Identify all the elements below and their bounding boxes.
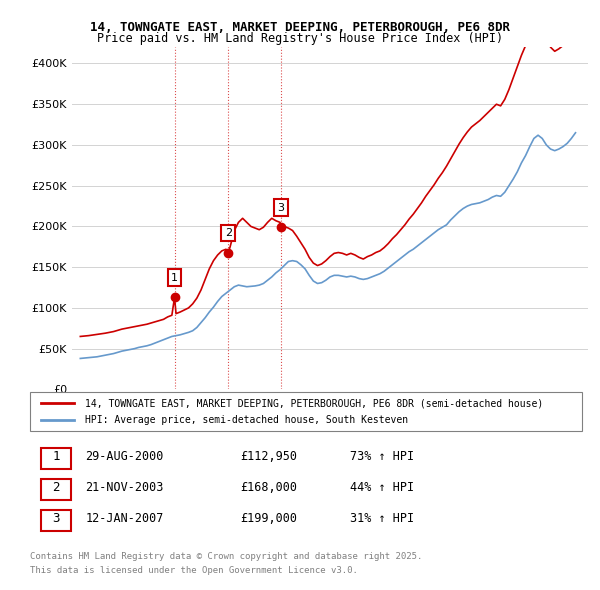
Text: 3: 3 bbox=[52, 512, 60, 525]
Text: 1: 1 bbox=[171, 273, 178, 283]
FancyBboxPatch shape bbox=[41, 510, 71, 531]
Text: 44% ↑ HPI: 44% ↑ HPI bbox=[350, 481, 414, 494]
Text: 21-NOV-2003: 21-NOV-2003 bbox=[85, 481, 164, 494]
Text: 73% ↑ HPI: 73% ↑ HPI bbox=[350, 450, 414, 463]
Text: Price paid vs. HM Land Registry's House Price Index (HPI): Price paid vs. HM Land Registry's House … bbox=[97, 32, 503, 45]
FancyBboxPatch shape bbox=[41, 448, 71, 468]
FancyBboxPatch shape bbox=[30, 392, 582, 431]
Text: 2: 2 bbox=[225, 228, 232, 238]
Text: £199,000: £199,000 bbox=[240, 512, 297, 525]
FancyBboxPatch shape bbox=[41, 479, 71, 500]
Text: 12-JAN-2007: 12-JAN-2007 bbox=[85, 512, 164, 525]
Text: £168,000: £168,000 bbox=[240, 481, 297, 494]
Text: 14, TOWNGATE EAST, MARKET DEEPING, PETERBOROUGH, PE6 8DR: 14, TOWNGATE EAST, MARKET DEEPING, PETER… bbox=[90, 21, 510, 34]
Text: 1: 1 bbox=[52, 450, 60, 463]
Text: 3: 3 bbox=[277, 202, 284, 212]
Text: 29-AUG-2000: 29-AUG-2000 bbox=[85, 450, 164, 463]
Text: 2: 2 bbox=[52, 481, 60, 494]
Text: Contains HM Land Registry data © Crown copyright and database right 2025.: Contains HM Land Registry data © Crown c… bbox=[30, 552, 422, 560]
Text: 31% ↑ HPI: 31% ↑ HPI bbox=[350, 512, 414, 525]
Text: HPI: Average price, semi-detached house, South Kesteven: HPI: Average price, semi-detached house,… bbox=[85, 415, 409, 425]
Text: This data is licensed under the Open Government Licence v3.0.: This data is licensed under the Open Gov… bbox=[30, 566, 358, 575]
Text: 14, TOWNGATE EAST, MARKET DEEPING, PETERBOROUGH, PE6 8DR (semi-detached house): 14, TOWNGATE EAST, MARKET DEEPING, PETER… bbox=[85, 398, 544, 408]
Text: £112,950: £112,950 bbox=[240, 450, 297, 463]
